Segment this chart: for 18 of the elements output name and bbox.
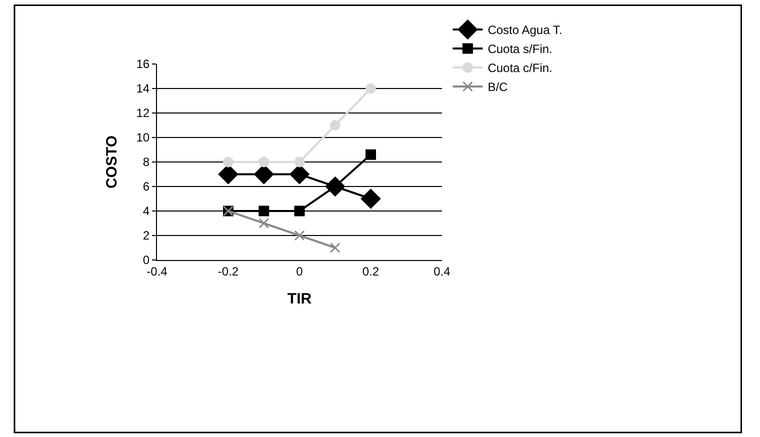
x-tick-label: 0.4 [434, 264, 451, 278]
x-tick-label: 0 [296, 264, 304, 278]
legend-label: Cuota c/Fin. [488, 61, 552, 76]
y-tick-label: 16 [136, 57, 150, 72]
y-tick-label: 12 [136, 106, 150, 120]
legend-label: Costo Agua T. [488, 23, 562, 38]
y-tick-label: 8 [142, 155, 150, 170]
y-tick-label: 14 [136, 82, 150, 96]
y-tick-label: 4 [142, 204, 150, 218]
legend-label: B/C [488, 80, 508, 94]
y-tick-label: 2 [142, 228, 150, 243]
x-axis-title: TIR [287, 290, 312, 308]
legend-label: Cuota s/Fin. [488, 42, 552, 56]
y-tick-label: 6 [142, 180, 150, 194]
y-tick-label: 10 [136, 130, 150, 145]
y-axis-title: COSTO [103, 135, 120, 189]
x-tick-label: 0.2 [362, 264, 380, 278]
x-tick-label: -0.2 [218, 264, 239, 278]
